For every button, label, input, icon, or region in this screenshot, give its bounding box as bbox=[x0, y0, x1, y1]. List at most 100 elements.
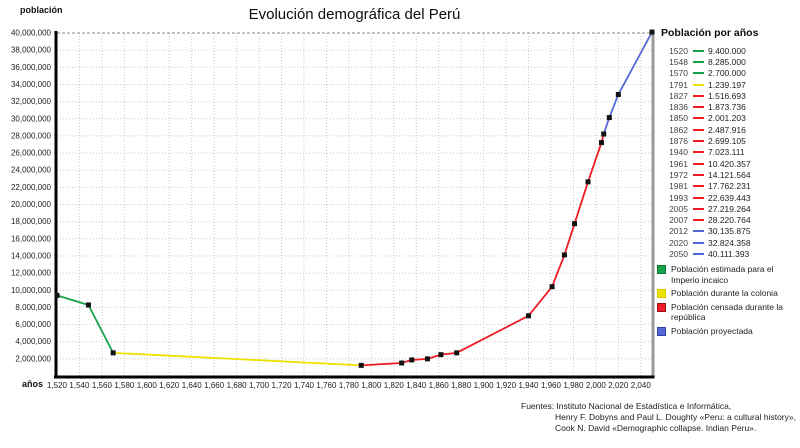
row-value: 7.023.111 bbox=[708, 147, 745, 158]
x-tick-label: 1,800 bbox=[361, 381, 382, 390]
row-era-dash-icon bbox=[693, 72, 704, 75]
row-value: 2.700.000 bbox=[708, 68, 746, 79]
row-year: 2050 bbox=[669, 248, 688, 259]
row-value: 40.111.393 bbox=[708, 248, 750, 259]
table-row: 1876 2.699.105 bbox=[661, 135, 799, 146]
row-value: 14.121.564 bbox=[708, 169, 751, 180]
table-row: 1836 1.873.736 bbox=[661, 101, 799, 112]
row-year: 2007 bbox=[669, 215, 688, 226]
data-point-marker bbox=[549, 284, 555, 290]
data-point-marker bbox=[598, 140, 604, 146]
y-tick-label: 40,000,000 bbox=[11, 29, 52, 38]
row-era-dash-icon bbox=[693, 173, 704, 176]
x-tick-label: 1,640 bbox=[182, 381, 203, 390]
series-line-proyectada bbox=[602, 31, 653, 135]
y-tick-label: 24,000,000 bbox=[11, 166, 52, 175]
x-tick-label: 1,600 bbox=[137, 381, 158, 390]
row-era-dash-icon bbox=[693, 60, 704, 63]
y-tick-label: 28,000,000 bbox=[11, 131, 52, 140]
population-table-panel: Población por años 1520 9.400.000 1548 8.28… bbox=[661, 27, 799, 260]
series-line-republica bbox=[361, 133, 605, 367]
x-tick-label: 1,540 bbox=[69, 381, 90, 390]
row-era-dash-icon bbox=[693, 241, 704, 244]
row-year: 2020 bbox=[669, 237, 688, 248]
y-tick-label: 34,000,000 bbox=[11, 80, 52, 89]
x-tick-label: 1,960 bbox=[541, 381, 562, 390]
x-tick-label: 1,560 bbox=[92, 381, 113, 390]
sources-line: Henry F. Dobyns and Paul L. Doughty «Per… bbox=[555, 412, 796, 422]
data-point-marker bbox=[561, 252, 567, 258]
row-year: 1993 bbox=[669, 192, 688, 203]
table-row: 1520 9.400.000 bbox=[661, 45, 799, 56]
row-year: 1836 bbox=[669, 102, 688, 113]
row-year: 1548 bbox=[669, 56, 688, 67]
row-value: 2.487.916 bbox=[708, 124, 746, 135]
x-tick-label: 1,820 bbox=[384, 381, 405, 390]
row-value: 28.220.764 bbox=[708, 215, 751, 226]
y-tick-label: 30,000,000 bbox=[11, 114, 52, 123]
table-row: 2007 28.220.764 bbox=[661, 214, 799, 225]
data-point-marker bbox=[649, 29, 655, 35]
row-value: 1.873.736 bbox=[708, 102, 746, 113]
row-year: 1972 bbox=[669, 169, 688, 180]
data-point-marker bbox=[526, 313, 532, 319]
table-row: 1981 17.762.231 bbox=[661, 181, 799, 192]
x-tick-label: 1,740 bbox=[294, 381, 315, 390]
data-point-marker bbox=[601, 131, 607, 137]
x-tick-label: 1,880 bbox=[451, 381, 472, 390]
table-row: 2020 32.824.358 bbox=[661, 237, 799, 248]
table-row: 2012 30.135.875 bbox=[661, 226, 799, 237]
row-year: 1570 bbox=[669, 68, 688, 79]
row-year: 1791 bbox=[669, 79, 688, 90]
legend-swatch-icon bbox=[657, 265, 666, 274]
sources-line: Fuentes: Instituto Nacional de Estadísti… bbox=[521, 401, 732, 411]
row-era-dash-icon bbox=[693, 117, 704, 120]
series-line-colonia bbox=[113, 351, 362, 367]
x-tick-label: 1,520 bbox=[47, 381, 68, 390]
row-value: 27.219.264 bbox=[708, 203, 751, 214]
y-tick-label: 18,000,000 bbox=[11, 217, 52, 226]
row-value: 2.001.203 bbox=[708, 113, 746, 124]
row-year: 1520 bbox=[669, 45, 688, 56]
table-row: 1570 2.700.000 bbox=[661, 68, 799, 79]
x-tick-label: 1,980 bbox=[563, 381, 584, 390]
row-year: 1862 bbox=[669, 124, 688, 135]
row-value: 22.639.443 bbox=[708, 192, 751, 203]
y-tick-label: 10,000,000 bbox=[11, 286, 52, 295]
row-era-dash-icon bbox=[693, 162, 704, 165]
data-point-marker bbox=[409, 357, 415, 363]
legend-label: Población censada durante la república bbox=[671, 301, 783, 323]
y-tick-label: 20,000,000 bbox=[11, 200, 52, 209]
row-value: 30.135.875 bbox=[708, 226, 751, 237]
row-value: 9.400.000 bbox=[708, 45, 746, 56]
data-point-marker bbox=[606, 115, 612, 121]
legend-swatch-icon bbox=[657, 302, 666, 312]
y-tick-label: 14,000,000 bbox=[11, 251, 52, 260]
row-value: 1.516.693 bbox=[708, 90, 746, 101]
x-tick-label: 2,020 bbox=[608, 381, 629, 390]
row-value: 1.239.197 bbox=[708, 79, 746, 90]
table-row: 1972 14.121.564 bbox=[661, 169, 799, 180]
row-value: 8.285.000 bbox=[708, 56, 746, 67]
data-point-marker bbox=[615, 92, 621, 98]
row-era-dash-icon bbox=[693, 230, 704, 233]
row-year: 1961 bbox=[669, 158, 688, 169]
sources-note: Fuentes: Instituto Nacional de Estadísti… bbox=[521, 401, 796, 434]
row-era-dash-icon bbox=[693, 49, 704, 52]
y-tick-label: 4,000,000 bbox=[15, 337, 51, 346]
data-point-marker bbox=[572, 221, 578, 227]
row-era-dash-icon bbox=[693, 106, 704, 109]
y-tick-label: 36,000,000 bbox=[11, 63, 52, 72]
row-era-dash-icon bbox=[693, 196, 704, 199]
y-tick-label: 6,000,000 bbox=[15, 320, 51, 329]
row-year: 1827 bbox=[669, 90, 688, 101]
row-era-dash-icon bbox=[693, 151, 704, 154]
x-tick-label: 1,700 bbox=[249, 381, 270, 390]
chart-title: Evolución demográfica del Perú bbox=[248, 6, 461, 23]
y-tick-label: 32,000,000 bbox=[11, 97, 52, 106]
row-era-dash-icon bbox=[693, 252, 704, 255]
legend-swatch-icon bbox=[657, 289, 666, 298]
x-tick-label: 1,940 bbox=[518, 381, 539, 390]
data-point-marker bbox=[85, 302, 91, 308]
x-tick-label: 1,720 bbox=[272, 381, 293, 390]
